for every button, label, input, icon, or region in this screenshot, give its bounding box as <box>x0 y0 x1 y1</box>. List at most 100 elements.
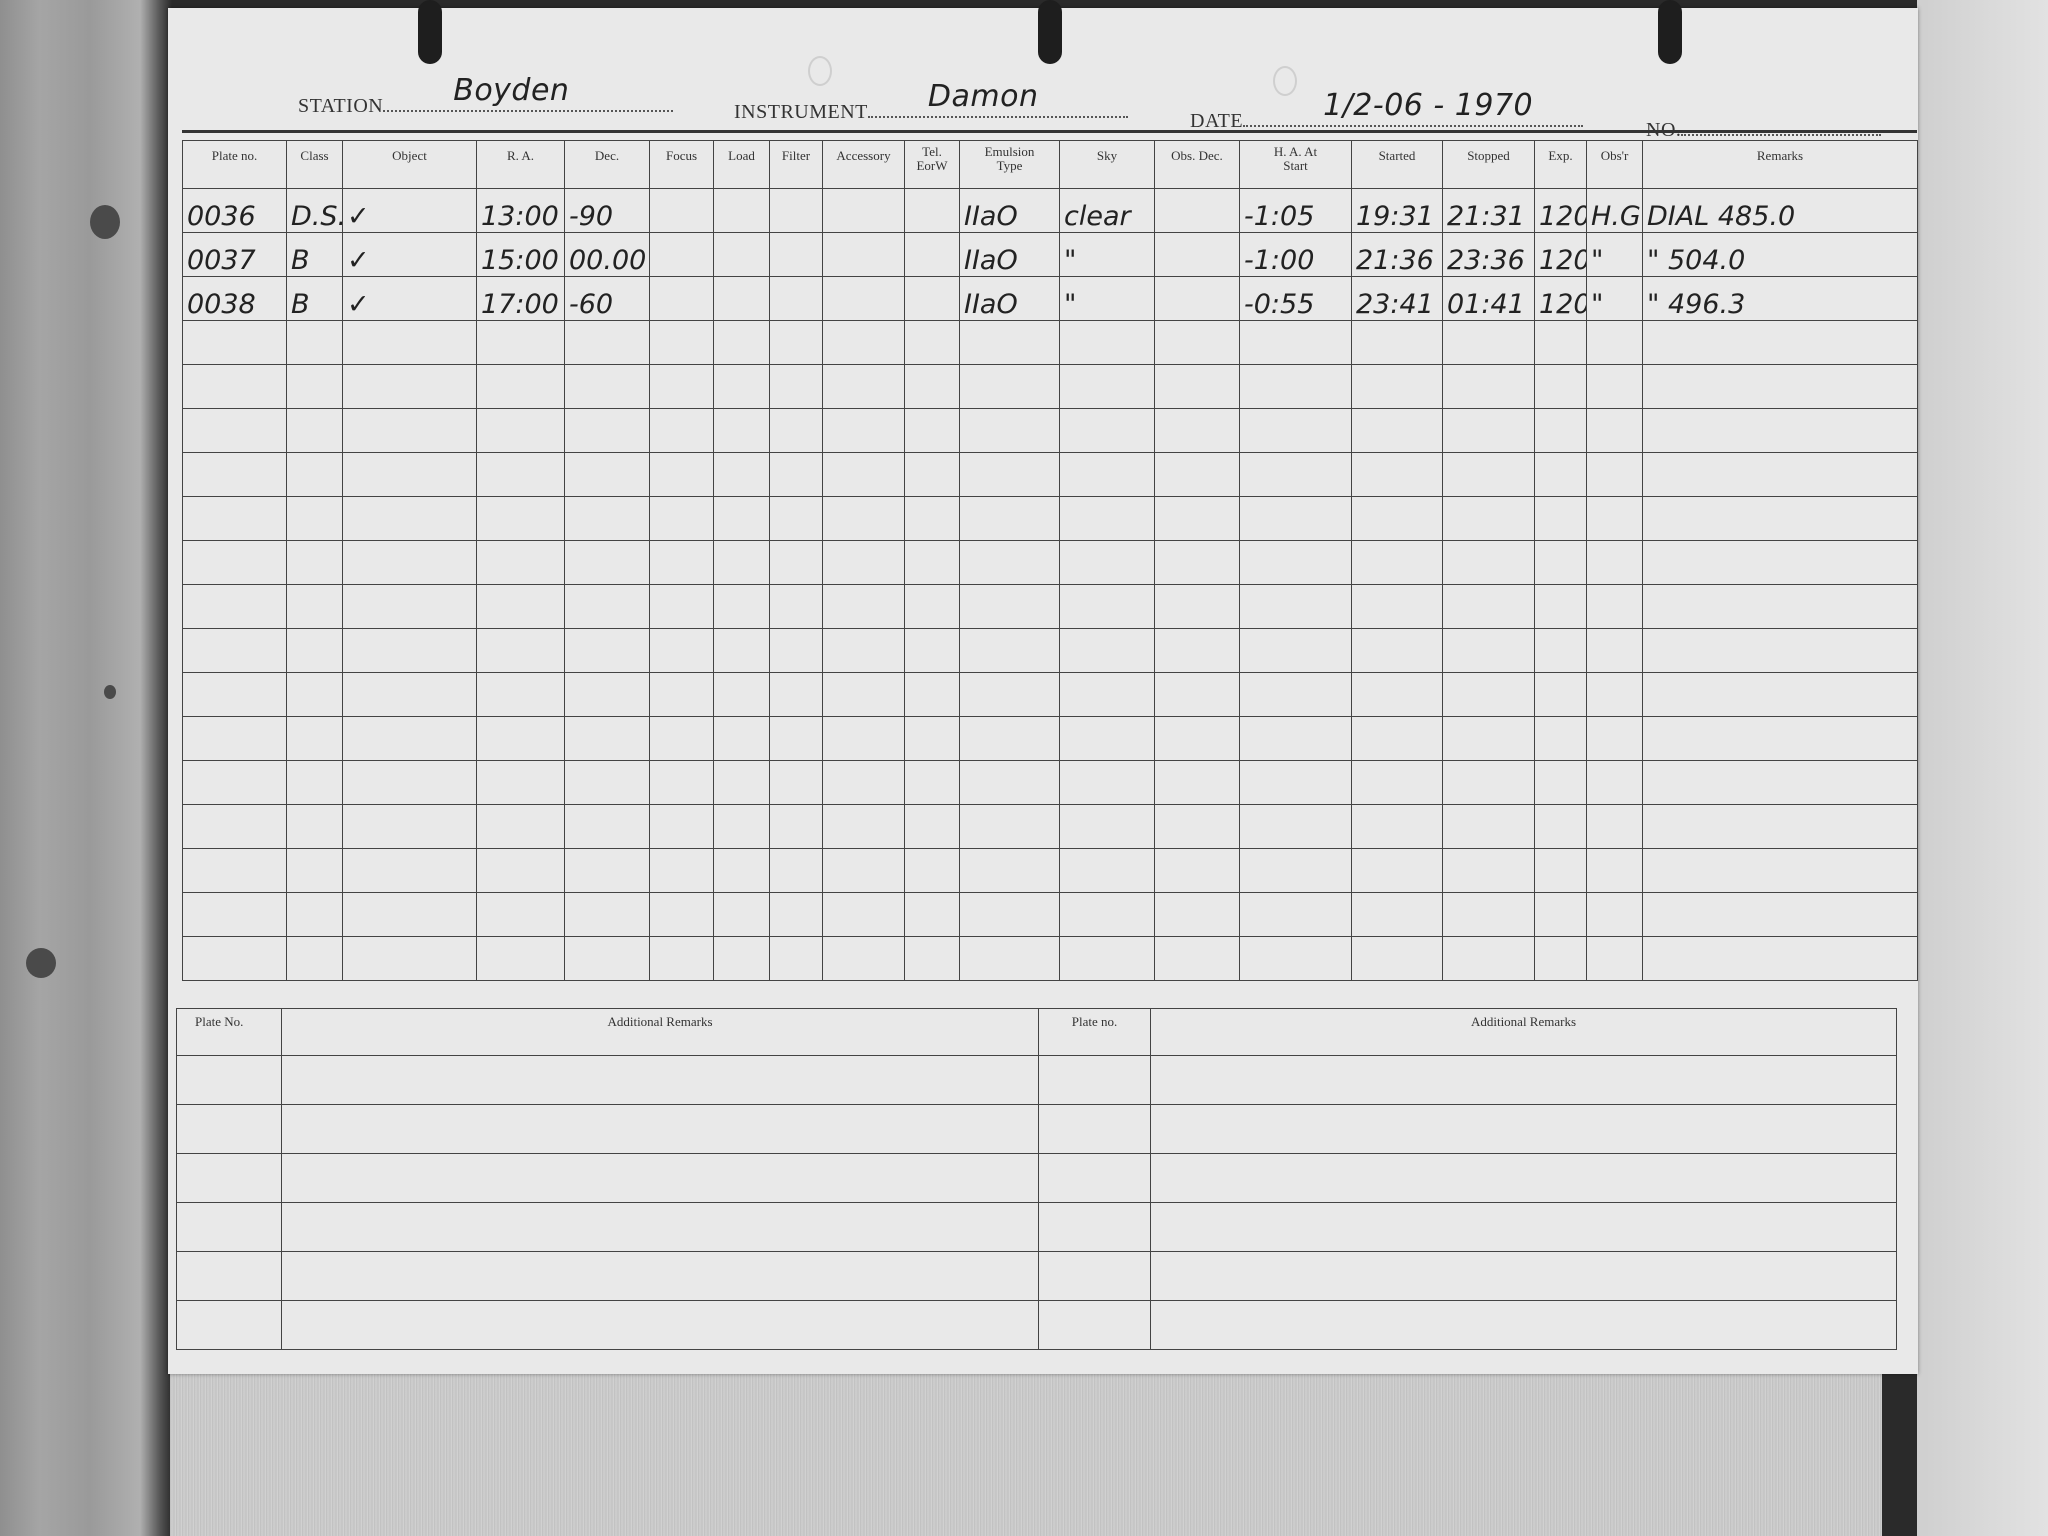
table-cell <box>342 452 477 497</box>
table-cell <box>564 540 650 585</box>
table-cell <box>1150 1055 1897 1105</box>
table-cell <box>182 892 287 937</box>
table-cell: 13:00 <box>476 188 565 233</box>
table-cell <box>769 188 823 233</box>
table-cell <box>649 232 714 277</box>
table-cell <box>1642 584 1918 629</box>
table-cell <box>1442 936 1535 981</box>
table-cell <box>1239 496 1352 541</box>
table-cell <box>1586 584 1643 629</box>
notepad-edge <box>170 1372 1882 1536</box>
col-focus: Focus <box>649 140 714 189</box>
table-cell <box>904 716 960 761</box>
table-cell <box>822 584 905 629</box>
table-cell <box>822 276 905 321</box>
table-cell <box>1351 496 1443 541</box>
table-cell <box>1059 716 1155 761</box>
table-cell: -60 <box>564 276 650 321</box>
date-field: DATE 1/2-06 - 1970 <box>1190 88 1584 133</box>
remarks-header-row: Plate No. Additional Remarks Plate no. A… <box>176 1008 1897 1056</box>
table-cell <box>342 364 477 409</box>
table-cell: 0038 <box>182 276 287 321</box>
table-cell: ✓ <box>342 188 477 233</box>
table-cell <box>342 892 477 937</box>
table-cell <box>286 452 343 497</box>
table-cell <box>959 452 1060 497</box>
table-row <box>176 1300 1897 1350</box>
table-cell <box>1038 1202 1151 1252</box>
table-cell <box>649 364 714 409</box>
table-cell <box>1150 1300 1897 1350</box>
instrument-value: Damon <box>927 79 1039 114</box>
table-cell <box>1586 936 1643 981</box>
table-cell <box>1059 936 1155 981</box>
table-cell <box>1351 716 1443 761</box>
table-cell <box>822 760 905 805</box>
table-cell <box>713 232 770 277</box>
table-cell <box>904 628 960 673</box>
table-cell <box>713 892 770 937</box>
table-row <box>182 452 1918 497</box>
table-cell <box>182 760 287 805</box>
table-cell <box>649 188 714 233</box>
table-cell <box>1534 804 1587 849</box>
table-cell <box>1586 804 1643 849</box>
table-cell <box>1150 1153 1897 1203</box>
table-cell <box>342 628 477 673</box>
table-cell: H.G <box>1586 188 1643 233</box>
table-cell <box>182 804 287 849</box>
table-cell <box>649 452 714 497</box>
table-cell <box>822 848 905 893</box>
table-cell <box>1534 672 1587 717</box>
table-row <box>182 364 1918 409</box>
table-cell <box>649 672 714 717</box>
col-obs-dec: Obs. Dec. <box>1154 140 1240 189</box>
table-cell <box>822 408 905 453</box>
table-cell <box>564 716 650 761</box>
table-cell <box>286 848 343 893</box>
table-cell <box>649 540 714 585</box>
table-cell <box>176 1202 282 1252</box>
table-cell <box>1239 408 1352 453</box>
table-cell <box>182 672 287 717</box>
punch-hole <box>808 56 832 86</box>
table-cell <box>1642 452 1918 497</box>
table-cell <box>1642 848 1918 893</box>
table-cell: 21:36 <box>1351 232 1443 277</box>
table-cell <box>286 804 343 849</box>
table-cell <box>1586 452 1643 497</box>
table-cell <box>1154 892 1240 937</box>
table-cell <box>822 892 905 937</box>
table-cell <box>904 936 960 981</box>
table-cell <box>649 496 714 541</box>
table-cell <box>769 452 823 497</box>
table-cell <box>1534 628 1587 673</box>
table-cell <box>1059 760 1155 805</box>
table-cell <box>904 408 960 453</box>
table-cell <box>476 408 565 453</box>
additional-remarks-table: Plate No. Additional Remarks Plate no. A… <box>176 1008 1897 1350</box>
table-cell <box>1442 628 1535 673</box>
table-row <box>182 496 1918 541</box>
table-cell <box>1586 760 1643 805</box>
table-cell <box>1586 540 1643 585</box>
table-cell <box>822 672 905 717</box>
table-cell: 21:31 <box>1442 188 1535 233</box>
table-cell: DIAL 485.0 <box>1642 188 1918 233</box>
table-cell <box>904 496 960 541</box>
table-cell <box>286 672 343 717</box>
table-cell: IIaO <box>959 232 1060 277</box>
table-cell <box>1239 760 1352 805</box>
table-cell <box>1642 892 1918 937</box>
table-cell <box>342 760 477 805</box>
table-cell: -90 <box>564 188 650 233</box>
table-cell <box>1154 408 1240 453</box>
table-cell <box>649 408 714 453</box>
table-cell <box>1038 1153 1151 1203</box>
table-cell <box>286 320 343 365</box>
table-cell <box>959 716 1060 761</box>
table-cell <box>1351 848 1443 893</box>
table-cell <box>1642 364 1918 409</box>
table-cell: " <box>1059 276 1155 321</box>
col-emulsion: Emulsion Type <box>959 140 1060 189</box>
